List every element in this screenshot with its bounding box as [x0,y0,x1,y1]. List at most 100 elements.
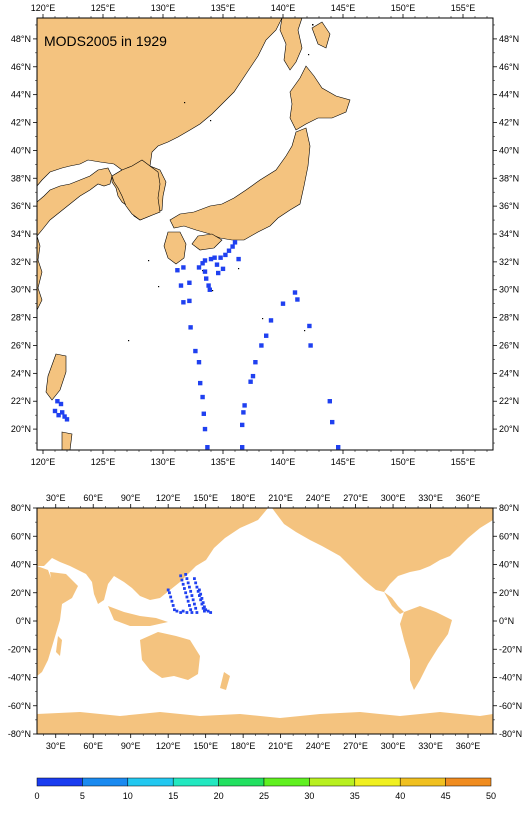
lon-tick-label: 330°E [418,741,443,751]
observation-marker [175,609,179,613]
observation-marker [189,589,193,593]
observation-marker [171,604,175,607]
lat-tick-label: 60°N [11,531,31,541]
colorbar-label: 50 [486,791,496,801]
observation-marker [60,410,65,415]
lat-tick-label: -60°N [499,701,522,711]
lon-tick-label: 210°E [268,741,293,751]
lat-tick-label: -60°N [8,701,31,711]
observation-marker [184,572,188,576]
observation-marker [330,419,335,425]
lon-tick-label: 155°E [451,3,476,13]
observation-marker [202,426,208,432]
observation-marker [173,608,176,612]
lon-tick-label: 60°E [83,493,103,503]
colorbar-label: 40 [395,791,405,801]
colorbar-label: 20 [214,791,224,801]
lat-tick-label: 0°N [499,616,514,626]
observation-marker [184,591,188,595]
colorbar-label: 0 [34,791,39,801]
africa [37,566,62,676]
lon-tick-label: 300°E [381,741,406,751]
colorbar-label: 35 [350,791,360,801]
lat-tick-label: 28°N [11,313,31,323]
observation-marker [193,577,196,581]
lon-tick-label: 120°E [31,457,56,467]
lat-tick-label: 22°N [499,396,519,406]
observation-marker [175,268,180,273]
observation-marker [178,283,184,288]
observation-marker [200,597,204,600]
shikoku [191,233,223,251]
observation-marker [179,611,183,614]
lon-tick-label: 240°E [306,741,331,751]
observation-marker [56,412,61,418]
observation-marker [200,602,204,606]
observation-marker [189,608,193,612]
lon-tick-label: 145°E [331,3,356,13]
lat-tick-label: 20°N [11,588,31,598]
observation-marker [55,399,60,404]
lat-tick-label: 30°N [11,285,31,295]
lat-tick-label: 34°N [499,229,519,239]
observation-marker [185,577,189,581]
eurasia [37,508,268,604]
lat-tick-label: 80°N [11,503,31,513]
world-land [37,508,493,734]
observation-marker [226,248,232,253]
lat-tick-label: 38°N [11,173,31,183]
observation-marker [198,588,201,592]
observation-marker [242,403,247,408]
observation-marker [185,611,189,614]
observation-marker [188,604,191,607]
observation-marker [181,265,186,270]
axis-ticks-global: 30°E 30°E 60°E 60°E 90°E 90°E 120°E 120°E 150°E 1… [8,493,522,751]
observation-marker [194,581,198,585]
lat-tick-label: 60°N [499,531,519,541]
observation-marker [307,323,312,329]
observation-marker [206,283,211,288]
lat-tick-label: 34°N [11,229,31,239]
lon-tick-label: 30°E [46,741,66,751]
observation-marker [195,585,199,589]
lat-tick-label: 20°N [499,424,519,434]
observation-marker [183,587,186,590]
lon-tick-label: 150°E [193,741,218,751]
greenland [440,508,493,532]
observation-marker [240,422,245,428]
china-southeast [36,235,43,311]
lat-tick-label: 24°N [11,368,31,378]
lat-tick-label: 40°N [499,145,519,155]
colorbar-label: 30 [304,791,314,801]
global-map-panel: 30°E 30°E 60°E 60°E 90°E 90°E 120°E 120°E 150°E 1… [8,493,522,751]
observation-marker [198,380,203,386]
observation-marker [280,301,286,306]
observation-marker [223,252,228,258]
colorbar-segment [263,777,310,787]
observation-marker [170,599,174,603]
observation-marker [180,578,184,582]
lon-tick-label: 30°E [46,493,66,503]
lon-tick-label: 90°E [121,741,141,751]
observation-marker [203,605,206,609]
observation-marker [52,408,58,414]
lat-tick-label: 32°N [499,257,519,267]
observation-marker [204,276,209,281]
observation-marker [240,445,245,450]
lat-tick-label: -80°N [8,729,31,739]
lat-tick-label: 36°N [11,201,31,211]
korean-peninsula [111,159,161,221]
lon-tick-label: 135°E [211,457,236,467]
observation-marker [190,611,194,614]
observation-marker [186,599,190,603]
colorbar-segment [172,777,219,787]
lon-tick-label: 270°E [343,493,368,503]
lat-tick-label: -20°N [8,644,31,654]
lon-tick-label: 125°E [91,3,116,13]
kamchatka [311,21,331,49]
lat-tick-label: 22°N [11,396,31,406]
observation-marker [58,401,64,407]
observation-marker [188,585,191,589]
lat-tick-label: 32°N [11,257,31,267]
lat-tick-label: 20°N [499,588,519,598]
